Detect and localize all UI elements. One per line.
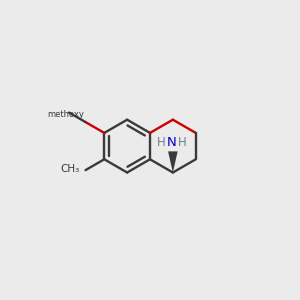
Polygon shape: [168, 152, 178, 172]
Text: methoxy: methoxy: [48, 110, 85, 118]
Text: N: N: [167, 136, 177, 149]
Text: H: H: [157, 136, 166, 149]
Text: CH₃: CH₃: [60, 164, 80, 174]
Text: H: H: [178, 136, 187, 149]
